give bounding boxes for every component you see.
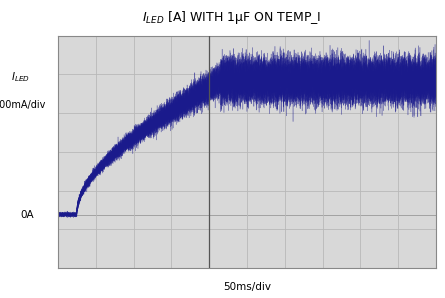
Text: 50ms/div: 50ms/div [223, 282, 271, 292]
Text: 0A: 0A [21, 209, 34, 220]
Text: $I_{LED}$ [A] WITH 1µF ON TEMP_I: $I_{LED}$ [A] WITH 1µF ON TEMP_I [142, 9, 321, 26]
Text: 100mA/div: 100mA/div [0, 100, 46, 111]
Text: I$_{LED}$: I$_{LED}$ [11, 71, 29, 85]
